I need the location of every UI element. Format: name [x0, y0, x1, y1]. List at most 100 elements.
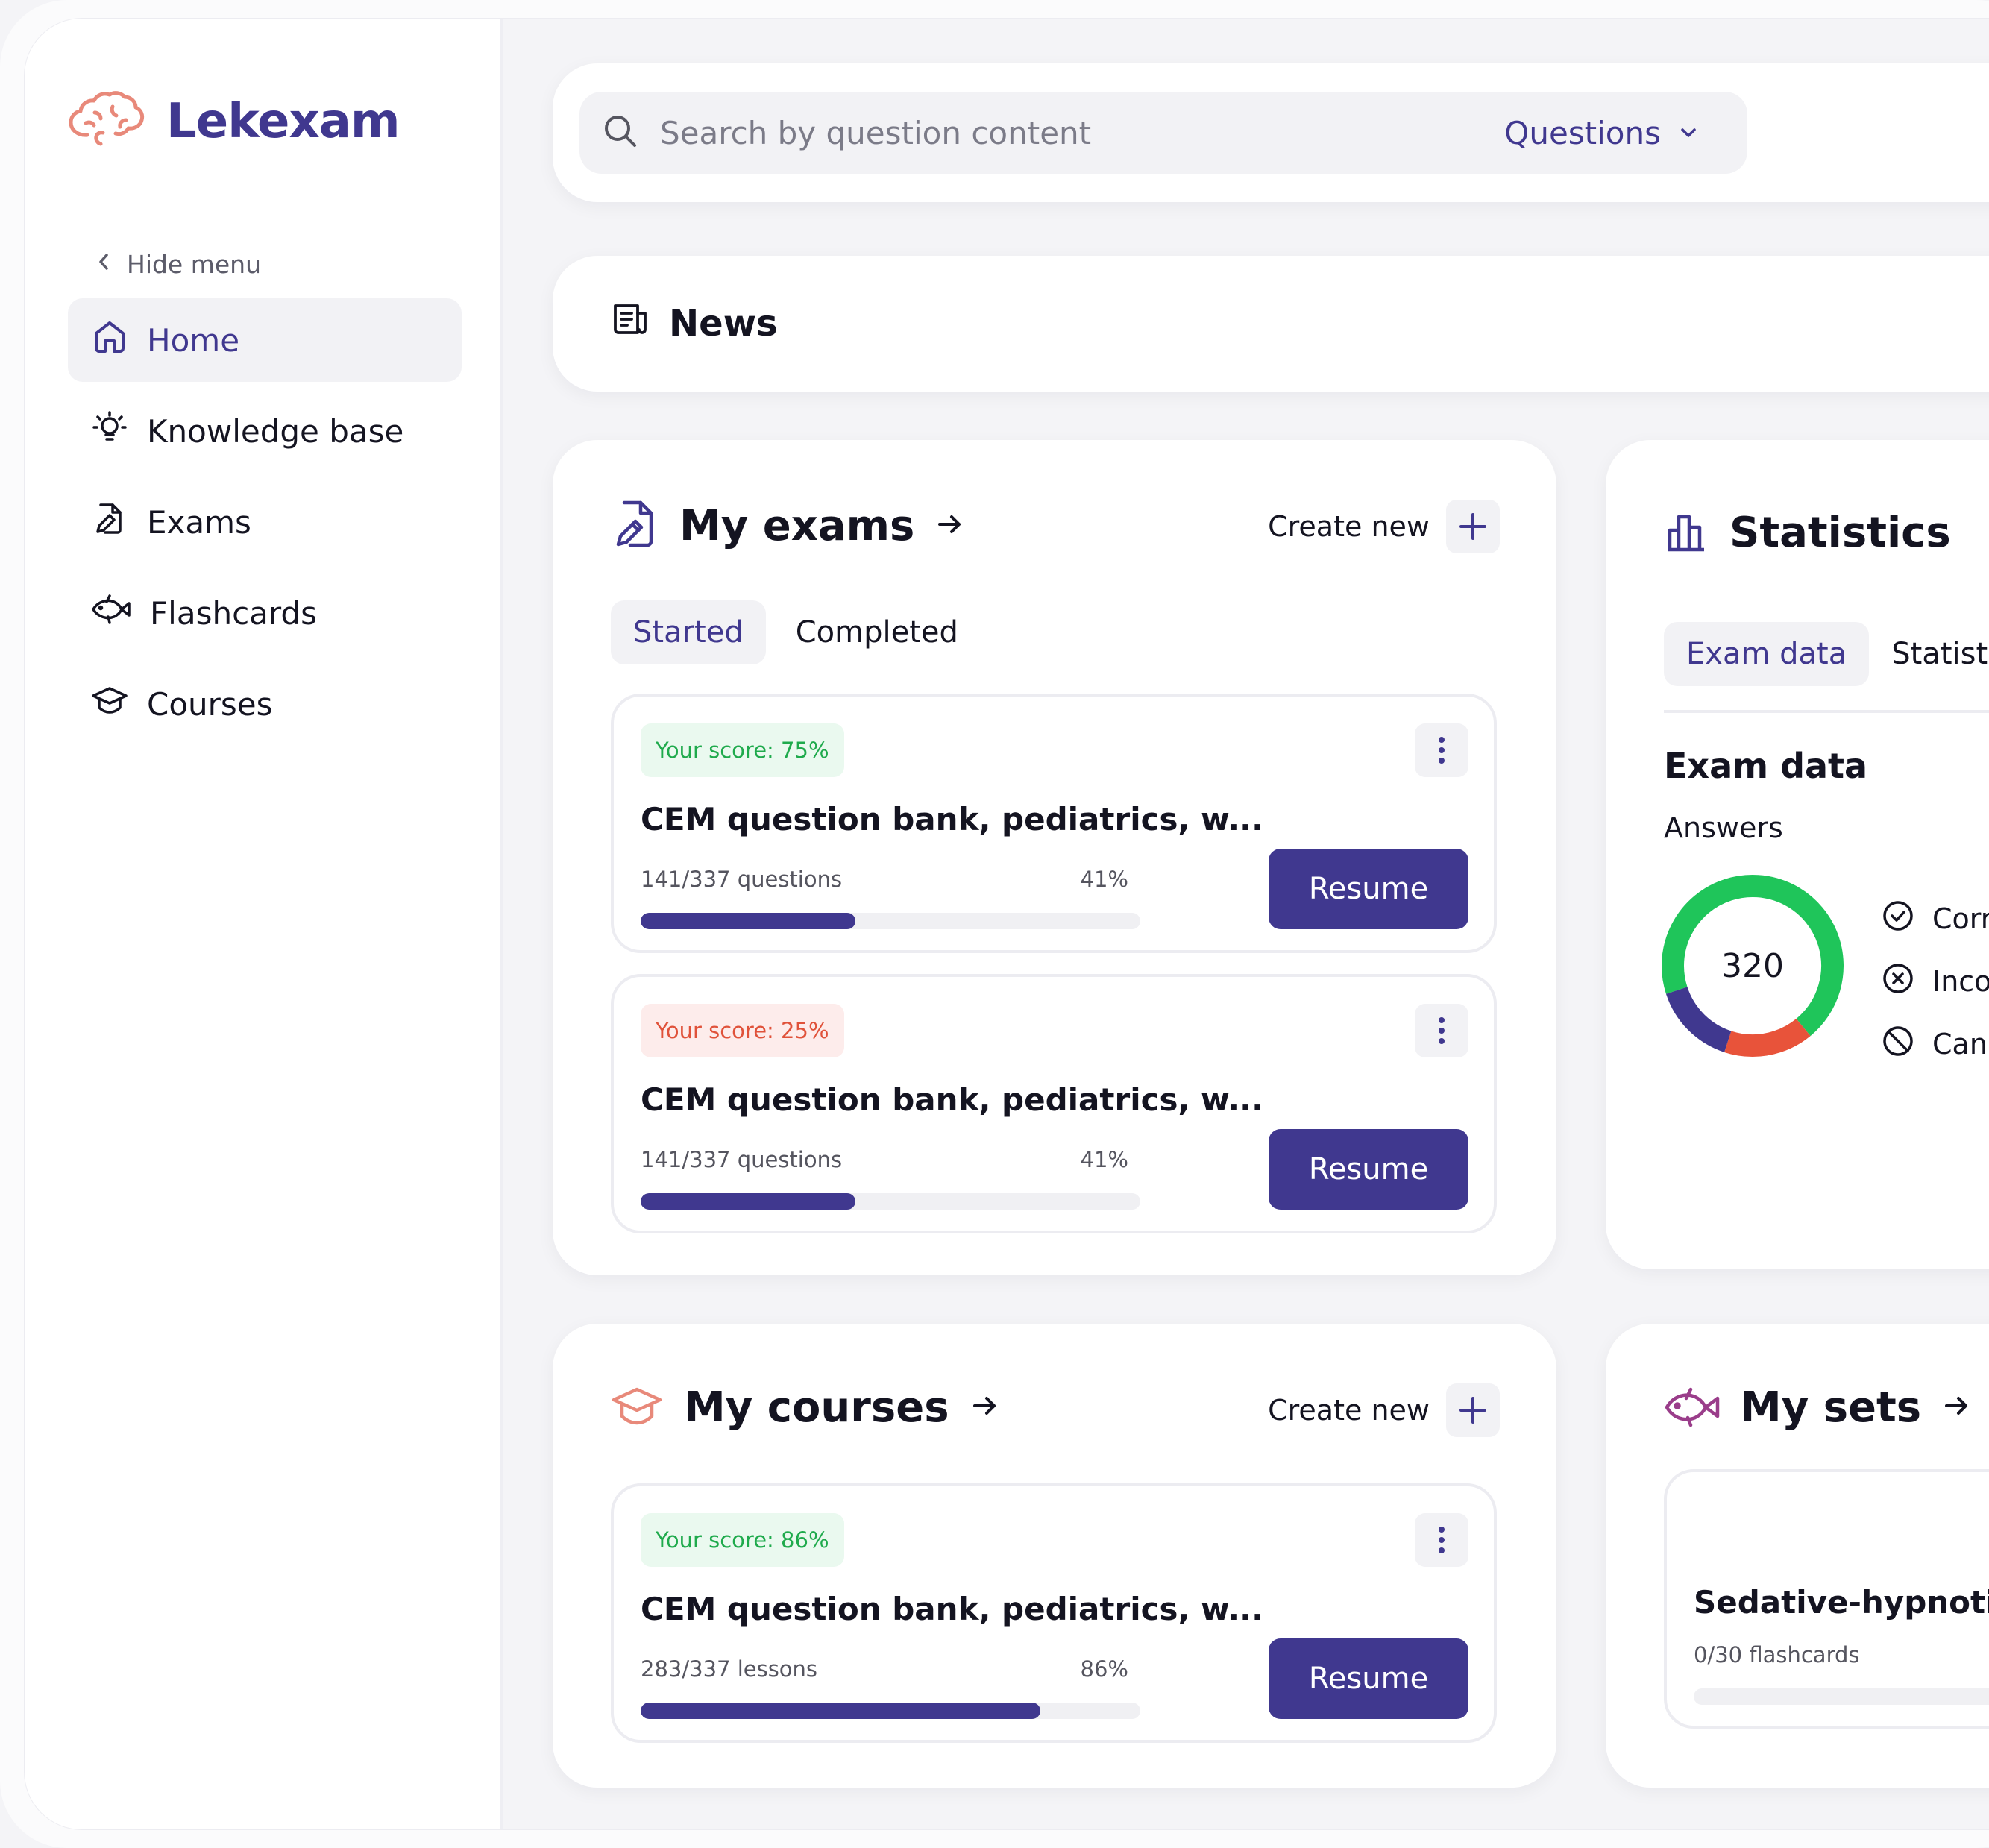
legend-label: Inco	[1932, 965, 1989, 998]
brand-name: Lekexam	[166, 94, 400, 149]
newspaper-icon	[611, 300, 669, 348]
tab-exam-data[interactable]: Exam data	[1664, 622, 1870, 686]
sidebar: Lekexam Hide menu Home Knowledge base	[25, 19, 503, 1829]
progress-bar	[641, 913, 1140, 929]
more-options-button[interactable]	[1415, 1004, 1468, 1057]
progress-bar-fill	[641, 913, 856, 929]
score-badge: Your score: 75%	[641, 723, 844, 777]
sidebar-item-label: Exams	[147, 503, 251, 541]
plus-icon	[1446, 1383, 1500, 1437]
exam-item[interactable]: Your score: 75% CEM question bank, pedia…	[611, 694, 1497, 953]
plus-icon	[1446, 500, 1500, 553]
set-progress-count: 0/30 flashcards	[1694, 1642, 1860, 1668]
tab-statistics[interactable]: Statistics	[1891, 637, 1989, 671]
home-icon	[90, 317, 147, 363]
statistics-header: Statistics	[1664, 509, 1951, 557]
exam-tabs: Started Completed	[611, 600, 988, 664]
arrow-right-icon	[970, 1391, 1000, 1424]
course-progress-percent: 86%	[1080, 1656, 1128, 1682]
exam-progress-percent: 41%	[1080, 867, 1128, 892]
ban-icon	[1882, 1025, 1932, 1064]
hide-menu-button[interactable]: Hide menu	[95, 250, 261, 279]
sidebar-item-label: Courses	[147, 685, 273, 723]
kebab-icon	[1439, 737, 1445, 764]
sidebar-item-flashcards[interactable]: Flashcards	[68, 571, 462, 655]
brain-icon	[65, 90, 147, 153]
sidebar-item-label: Flashcards	[150, 594, 317, 632]
news-panel[interactable]: News	[553, 256, 1989, 392]
donut-segment-incorrect	[1662, 875, 1844, 1057]
create-new-label: Create new	[1268, 1394, 1430, 1427]
answers-label: Answers	[1664, 811, 1783, 844]
course-title: CEM question bank, pediatrics, w...	[641, 1591, 1264, 1627]
sidebar-item-knowledge-base[interactable]: Knowledge base	[68, 389, 462, 473]
progress-bar	[1694, 1688, 1989, 1705]
arrow-right-icon	[1942, 1391, 1972, 1424]
check-circle-icon	[1882, 899, 1932, 939]
resume-button[interactable]: Resume	[1269, 849, 1468, 929]
exam-title: CEM question bank, pediatrics, w...	[641, 801, 1264, 837]
progress-bar-fill	[641, 1703, 1040, 1719]
my-courses-title: My courses	[684, 1383, 949, 1432]
my-sets-header[interactable]: My sets	[1664, 1382, 1972, 1433]
my-sets-title: My sets	[1740, 1383, 1922, 1432]
flashcard-set-item[interactable]: Sedative-hypnotic 0/30 flashcards	[1664, 1469, 1989, 1729]
score-badge: Your score: 86%	[641, 1513, 844, 1567]
statistics-subtitle: Exam data	[1664, 746, 1868, 786]
lightbulb-icon	[90, 408, 147, 454]
score-badge: Your score: 25%	[641, 1004, 844, 1057]
kebab-icon	[1439, 1017, 1445, 1044]
progress-bar	[641, 1193, 1140, 1210]
logo[interactable]: Lekexam	[65, 90, 400, 153]
more-options-button[interactable]	[1415, 723, 1468, 777]
news-title: News	[669, 303, 778, 345]
chevron-left-icon	[95, 250, 127, 279]
legend-item-correct: Corr	[1882, 887, 1989, 950]
more-options-button[interactable]	[1415, 1513, 1468, 1567]
search-scope-dropdown[interactable]: Questions	[1504, 92, 1719, 174]
my-courses-header[interactable]: My courses	[611, 1382, 1000, 1433]
statistics-panel: Statistics Exam data Statistics Exam dat…	[1606, 440, 1989, 1269]
app-window: Lekexam Hide menu Home Knowledge base	[24, 18, 1989, 1830]
sidebar-item-home[interactable]: Home	[68, 298, 462, 382]
exam-file-icon	[611, 498, 659, 553]
search-panel: Questions	[553, 63, 1989, 202]
create-exam-button[interactable]: Create new	[1268, 500, 1500, 553]
fish-icon	[1664, 1382, 1724, 1433]
statistics-tabs: Exam data Statistics	[1664, 622, 1989, 686]
donut-segment-cancelled	[1662, 875, 1844, 1057]
fish-icon	[90, 590, 150, 636]
exam-item[interactable]: Your score: 25% CEM question bank, pedia…	[611, 974, 1497, 1233]
my-courses-panel: My courses Create new Your score: 86% CE…	[553, 1324, 1556, 1788]
my-sets-panel: My sets Sedative-hypnotic 0/30 flashcard…	[1606, 1324, 1989, 1788]
course-item[interactable]: Your score: 86% CEM question bank, pedia…	[611, 1483, 1497, 1743]
search-icon	[579, 113, 659, 153]
main-content: Questions News My exams	[500, 19, 1989, 1829]
search-input[interactable]	[659, 113, 1482, 152]
create-course-button[interactable]: Create new	[1268, 1383, 1500, 1437]
create-new-label: Create new	[1268, 510, 1430, 543]
divider	[1664, 710, 1989, 713]
graduation-cap-icon	[90, 681, 147, 727]
sidebar-item-courses[interactable]: Courses	[68, 662, 462, 746]
sidebar-item-exams[interactable]: Exams	[68, 480, 462, 564]
arrow-right-icon	[935, 509, 965, 542]
course-progress-count: 283/337 lessons	[641, 1656, 818, 1682]
legend-label: Corr	[1932, 902, 1989, 935]
my-exams-header[interactable]: My exams	[611, 498, 965, 553]
x-circle-icon	[1882, 962, 1932, 1002]
sidebar-item-label: Knowledge base	[147, 412, 404, 450]
chevron-down-icon	[1661, 115, 1719, 151]
progress-bar	[641, 1703, 1140, 1719]
resume-button[interactable]: Resume	[1269, 1638, 1468, 1719]
legend-label: Canc	[1932, 1028, 1989, 1060]
hide-menu-label: Hide menu	[127, 250, 262, 279]
exam-progress-count: 141/337 questions	[641, 1147, 843, 1172]
tab-completed[interactable]: Completed	[795, 615, 958, 650]
exam-file-icon	[90, 499, 147, 545]
resume-button[interactable]: Resume	[1269, 1129, 1468, 1210]
tab-started[interactable]: Started	[611, 600, 766, 664]
search-scope-label: Questions	[1504, 114, 1661, 151]
news-heading: News	[611, 256, 778, 392]
legend-item-incorrect: Inco	[1882, 950, 1989, 1013]
